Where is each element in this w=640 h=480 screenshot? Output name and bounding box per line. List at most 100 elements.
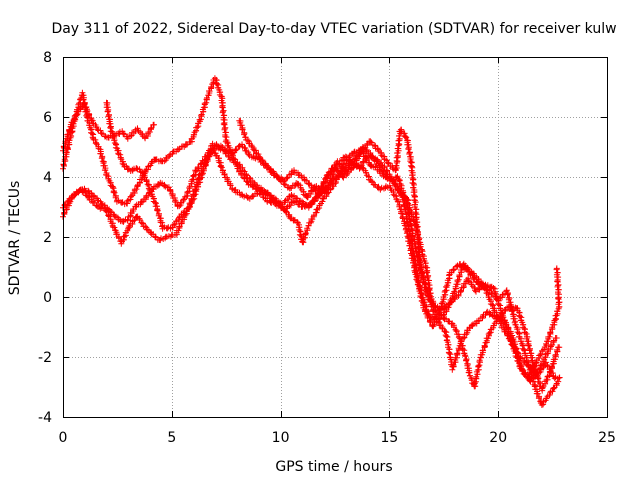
data-point bbox=[102, 133, 109, 140]
data-point bbox=[475, 363, 482, 369]
data-point bbox=[333, 174, 340, 181]
data-point bbox=[80, 96, 87, 103]
data-point bbox=[367, 162, 374, 169]
y-tick-label: -4 bbox=[38, 410, 52, 426]
data-point bbox=[338, 157, 345, 164]
data-point bbox=[131, 217, 138, 224]
data-point bbox=[457, 287, 464, 294]
data-point bbox=[455, 334, 462, 341]
data-point bbox=[458, 338, 465, 345]
data-point bbox=[170, 222, 176, 229]
data-point bbox=[98, 155, 105, 162]
data-point bbox=[322, 178, 328, 185]
data-point bbox=[409, 164, 416, 171]
data-point bbox=[462, 353, 469, 360]
data-point bbox=[190, 191, 197, 198]
data-point bbox=[147, 125, 154, 132]
data-point bbox=[146, 129, 153, 135]
data-point bbox=[290, 217, 297, 224]
data-point bbox=[217, 163, 224, 170]
y-tick-label: 6 bbox=[43, 110, 52, 126]
x-axis-label: GPS time / hours bbox=[275, 459, 392, 475]
data-point bbox=[93, 202, 100, 209]
data-point bbox=[555, 378, 562, 385]
data-point bbox=[395, 198, 402, 205]
data-point bbox=[67, 198, 74, 205]
data-point bbox=[546, 333, 553, 340]
data-point bbox=[97, 127, 104, 134]
data-point bbox=[303, 230, 309, 237]
y-tick-label: -2 bbox=[38, 350, 52, 366]
data-point bbox=[554, 269, 561, 276]
x-tick-label: 10 bbox=[272, 430, 290, 446]
data-point bbox=[145, 192, 151, 199]
data-point bbox=[427, 297, 433, 304]
data-point bbox=[239, 126, 246, 133]
data-point bbox=[176, 203, 183, 210]
data-point bbox=[405, 146, 412, 153]
data-point bbox=[63, 149, 70, 156]
data-point bbox=[128, 133, 134, 139]
data-point bbox=[281, 206, 287, 213]
data-point bbox=[147, 187, 154, 194]
data-point bbox=[138, 199, 145, 206]
data-point bbox=[405, 221, 411, 227]
data-point bbox=[218, 164, 225, 171]
data-point bbox=[489, 301, 496, 308]
data-point bbox=[448, 299, 455, 306]
data-point bbox=[394, 173, 401, 180]
data-point bbox=[70, 120, 77, 127]
data-point bbox=[105, 212, 112, 219]
data-point bbox=[538, 402, 545, 408]
data-point bbox=[221, 126, 228, 133]
x-tick-label: 20 bbox=[489, 430, 507, 446]
data-point bbox=[86, 122, 93, 129]
data-point bbox=[526, 342, 532, 349]
data-point bbox=[430, 308, 437, 315]
data-point bbox=[133, 165, 140, 172]
data-point bbox=[468, 322, 475, 329]
y-axis-label: SDTVAR / TECUs bbox=[7, 181, 23, 296]
data-point bbox=[198, 112, 205, 119]
data-point bbox=[413, 216, 420, 223]
data-point bbox=[111, 224, 118, 231]
data-point bbox=[142, 174, 148, 181]
data-point bbox=[117, 154, 124, 161]
data-point bbox=[315, 184, 322, 191]
data-point bbox=[201, 100, 208, 107]
data-point bbox=[220, 121, 227, 127]
data-point bbox=[154, 207, 160, 214]
axis-ticks: 0 5 10 15 20 25 -4 -2 0 2 4 6 8 bbox=[38, 50, 616, 446]
y-tick-label: 4 bbox=[43, 170, 52, 186]
data-point bbox=[110, 189, 117, 196]
data-point bbox=[553, 265, 560, 272]
data-point bbox=[244, 137, 251, 144]
data-point bbox=[393, 162, 399, 169]
data-point bbox=[188, 195, 195, 202]
data-point bbox=[219, 109, 226, 116]
data-point bbox=[410, 250, 417, 257]
data-point bbox=[124, 216, 131, 223]
data-point bbox=[394, 145, 401, 152]
data-point bbox=[420, 276, 426, 283]
data-point bbox=[535, 395, 542, 402]
x-tick-label: 25 bbox=[598, 430, 616, 446]
data-point bbox=[470, 275, 477, 282]
data-point bbox=[449, 366, 456, 373]
data-point bbox=[543, 359, 550, 366]
data-point bbox=[549, 388, 556, 395]
data-point bbox=[495, 301, 502, 308]
data-point bbox=[111, 137, 118, 144]
data-point bbox=[64, 144, 71, 151]
data-point bbox=[222, 147, 229, 153]
data-point bbox=[442, 287, 449, 294]
data-point bbox=[84, 193, 91, 200]
data-point bbox=[480, 347, 487, 354]
data-point bbox=[246, 174, 253, 181]
x-tick-label: 5 bbox=[167, 430, 176, 446]
data-point bbox=[473, 373, 480, 380]
data-point bbox=[509, 341, 515, 348]
data-point bbox=[133, 186, 140, 193]
